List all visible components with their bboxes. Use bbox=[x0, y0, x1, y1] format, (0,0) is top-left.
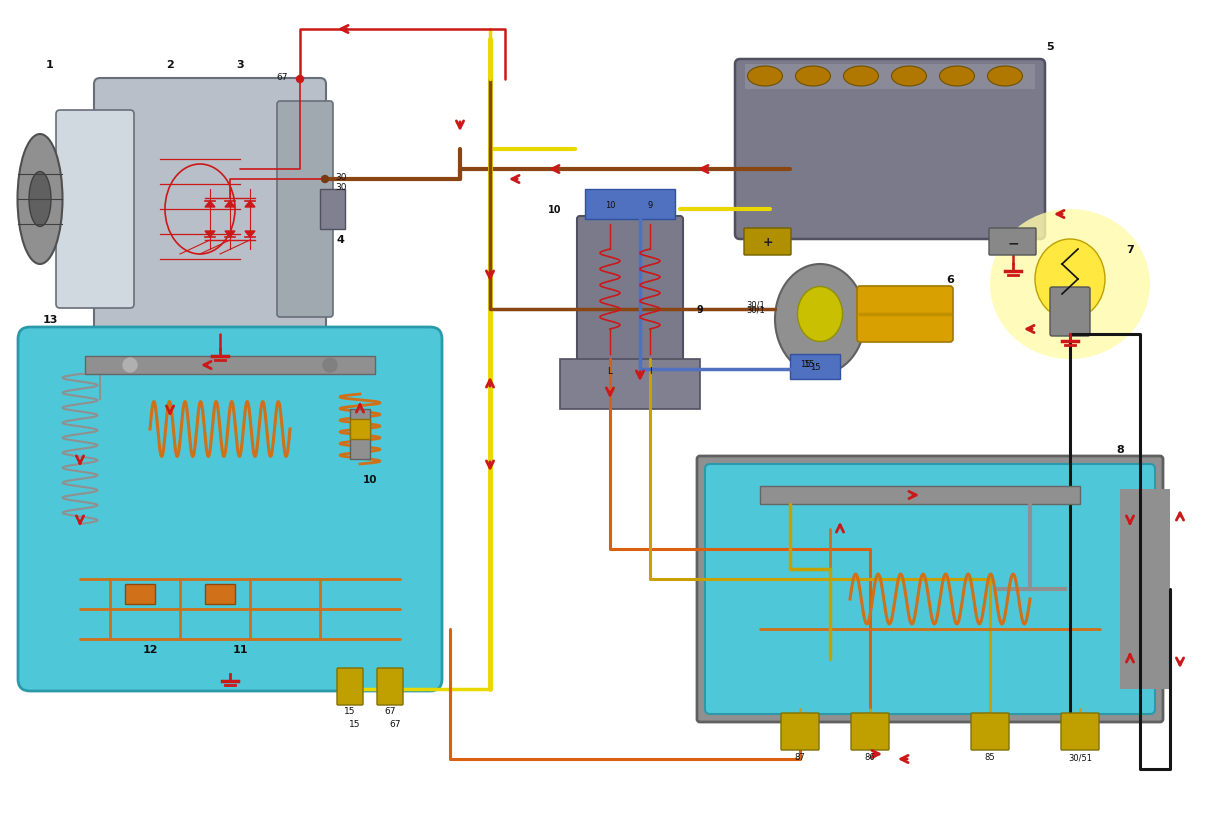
Ellipse shape bbox=[798, 287, 843, 342]
FancyBboxPatch shape bbox=[705, 464, 1155, 714]
Polygon shape bbox=[225, 232, 235, 238]
FancyBboxPatch shape bbox=[1050, 287, 1090, 337]
Bar bbox=[85, 356, 375, 374]
Text: +: + bbox=[762, 236, 773, 249]
Ellipse shape bbox=[844, 67, 878, 87]
FancyBboxPatch shape bbox=[971, 713, 1009, 750]
Bar bbox=[790, 355, 840, 379]
Circle shape bbox=[322, 176, 329, 183]
Text: 1: 1 bbox=[46, 60, 54, 70]
FancyBboxPatch shape bbox=[1061, 713, 1099, 750]
FancyBboxPatch shape bbox=[697, 456, 1163, 722]
Text: 85: 85 bbox=[984, 753, 995, 762]
Ellipse shape bbox=[939, 67, 974, 87]
Bar bbox=[205, 584, 235, 604]
Text: 30/51: 30/51 bbox=[1068, 753, 1093, 762]
Bar bbox=[350, 410, 370, 459]
Circle shape bbox=[323, 359, 337, 373]
Polygon shape bbox=[245, 232, 255, 238]
Text: 11: 11 bbox=[233, 645, 247, 654]
Text: 67: 67 bbox=[390, 720, 401, 729]
FancyBboxPatch shape bbox=[744, 229, 790, 256]
Bar bbox=[125, 584, 155, 604]
Text: 10: 10 bbox=[605, 201, 615, 209]
FancyBboxPatch shape bbox=[781, 713, 818, 750]
FancyBboxPatch shape bbox=[276, 102, 333, 318]
Ellipse shape bbox=[795, 67, 831, 87]
Text: 86: 86 bbox=[865, 753, 876, 762]
Text: L: L bbox=[608, 367, 613, 376]
Ellipse shape bbox=[892, 67, 927, 87]
Text: 15: 15 bbox=[810, 363, 820, 372]
Text: 30: 30 bbox=[335, 183, 346, 192]
FancyBboxPatch shape bbox=[378, 668, 403, 705]
FancyBboxPatch shape bbox=[18, 328, 442, 691]
Text: 2: 2 bbox=[166, 60, 174, 70]
Ellipse shape bbox=[29, 172, 51, 227]
Text: 67: 67 bbox=[276, 74, 287, 83]
Text: 12: 12 bbox=[143, 645, 158, 654]
FancyBboxPatch shape bbox=[94, 79, 326, 341]
Text: 15: 15 bbox=[350, 720, 361, 729]
Circle shape bbox=[296, 76, 303, 84]
Text: 9: 9 bbox=[648, 201, 653, 209]
Text: 10: 10 bbox=[548, 205, 561, 215]
Polygon shape bbox=[205, 201, 216, 208]
Text: 15: 15 bbox=[804, 360, 816, 369]
Ellipse shape bbox=[988, 67, 1022, 87]
Ellipse shape bbox=[1035, 240, 1105, 319]
FancyBboxPatch shape bbox=[577, 217, 683, 363]
FancyBboxPatch shape bbox=[989, 229, 1037, 256]
Text: 30/1: 30/1 bbox=[747, 305, 765, 314]
Ellipse shape bbox=[748, 67, 782, 87]
FancyBboxPatch shape bbox=[857, 287, 952, 342]
Circle shape bbox=[123, 359, 136, 373]
Ellipse shape bbox=[775, 265, 865, 374]
Text: 10: 10 bbox=[363, 474, 378, 484]
Text: 15: 15 bbox=[345, 707, 356, 716]
Text: 4: 4 bbox=[336, 235, 343, 245]
Text: 3: 3 bbox=[236, 60, 244, 70]
Bar bbox=[585, 190, 675, 219]
Text: 15: 15 bbox=[800, 360, 810, 369]
Ellipse shape bbox=[990, 210, 1150, 360]
Bar bbox=[745, 65, 1035, 90]
Polygon shape bbox=[245, 201, 255, 208]
Bar bbox=[350, 419, 370, 440]
FancyBboxPatch shape bbox=[56, 111, 134, 309]
Text: 67: 67 bbox=[384, 707, 396, 716]
Polygon shape bbox=[225, 201, 235, 208]
Ellipse shape bbox=[17, 135, 62, 265]
Text: 30/1: 30/1 bbox=[747, 300, 765, 309]
Text: 8: 8 bbox=[1116, 445, 1124, 455]
Text: 5: 5 bbox=[1046, 42, 1054, 52]
FancyBboxPatch shape bbox=[851, 713, 889, 750]
Text: I: I bbox=[649, 367, 652, 376]
Bar bbox=[560, 360, 700, 410]
Text: 87: 87 bbox=[794, 753, 805, 762]
Bar bbox=[320, 190, 345, 229]
Text: 7: 7 bbox=[1127, 245, 1134, 255]
Bar bbox=[760, 486, 1080, 505]
FancyBboxPatch shape bbox=[337, 668, 363, 705]
Text: 6: 6 bbox=[946, 274, 954, 285]
Bar bbox=[1121, 490, 1170, 689]
Polygon shape bbox=[205, 232, 216, 238]
Text: −: − bbox=[1007, 236, 1018, 250]
Text: 30: 30 bbox=[335, 172, 346, 181]
Text: 13: 13 bbox=[43, 314, 57, 324]
Text: 9: 9 bbox=[697, 305, 703, 314]
FancyBboxPatch shape bbox=[734, 60, 1045, 240]
